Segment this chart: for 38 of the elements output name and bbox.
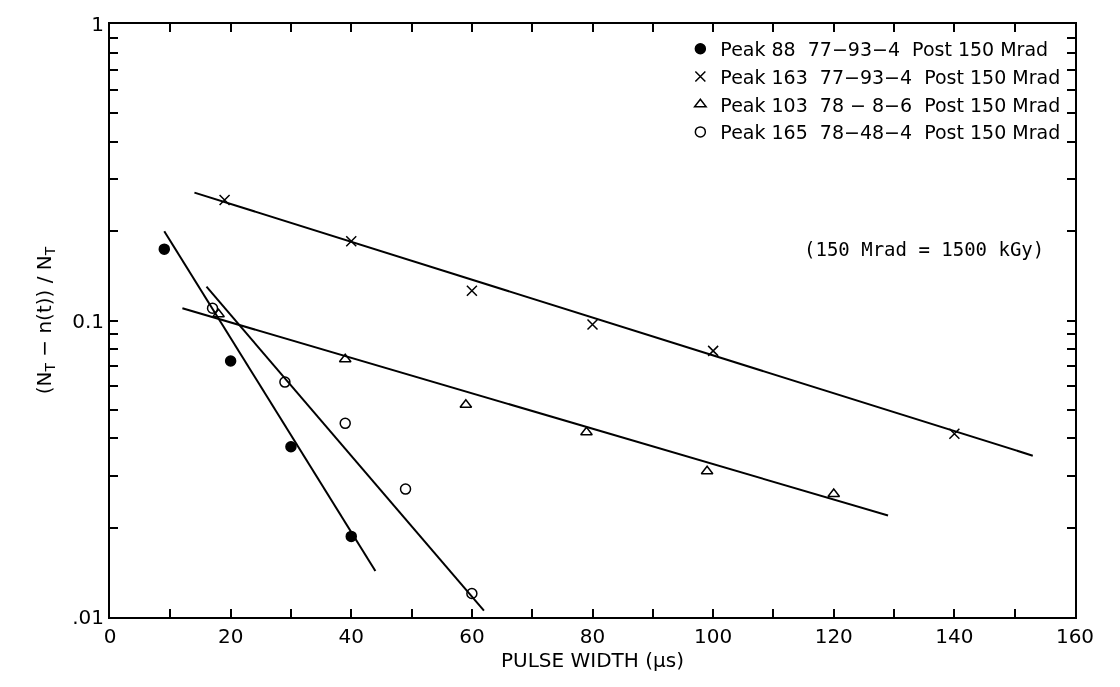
point [218, 194, 231, 206]
point [948, 428, 961, 440]
point [206, 302, 219, 314]
point [707, 345, 719, 357]
point [827, 488, 841, 498]
x-tick-label: 140 [935, 624, 974, 648]
x-tick-label: 40 [338, 624, 364, 648]
point [224, 355, 237, 367]
legend-label: Peak 163 77−93−4 Post 150 Mrad [720, 65, 1061, 88]
legend-label: Peak 103 78 − 8−6 Post 150 Mrad [720, 93, 1061, 116]
point [466, 587, 478, 600]
x-tick-label: 80 [579, 624, 606, 648]
x-tick-label: 160 [1055, 624, 1095, 648]
legend-label: Peak 88 77−93−4 Post 150 Mrad [720, 38, 1049, 61]
point [345, 235, 357, 248]
x-tick-label: 0 [103, 624, 117, 648]
annotation: (150 Mrad = 1500 kGy) [804, 238, 1045, 260]
y-tick-label: .01 [72, 605, 104, 629]
x-tick-label: 60 [459, 624, 485, 648]
x-tick-label: 100 [694, 624, 733, 648]
point [158, 243, 171, 255]
point [212, 308, 226, 318]
point [339, 417, 351, 430]
point [466, 284, 478, 297]
x-tick-label: 20 [217, 624, 244, 648]
point [459, 398, 473, 408]
point [586, 318, 599, 331]
point [579, 426, 593, 436]
x-axis-title: PULSE WIDTH (μs) [501, 648, 684, 672]
point [399, 483, 412, 495]
point [700, 465, 714, 475]
legend-label: Peak 165 78−48−4 Post 150 Mrad [720, 121, 1061, 144]
y-tick-label: 1 [91, 12, 104, 36]
point [285, 441, 297, 453]
x-tick-label: 120 [814, 624, 853, 648]
point [338, 353, 352, 363]
y-tick-label: 0.1 [72, 308, 104, 333]
point [279, 376, 291, 388]
